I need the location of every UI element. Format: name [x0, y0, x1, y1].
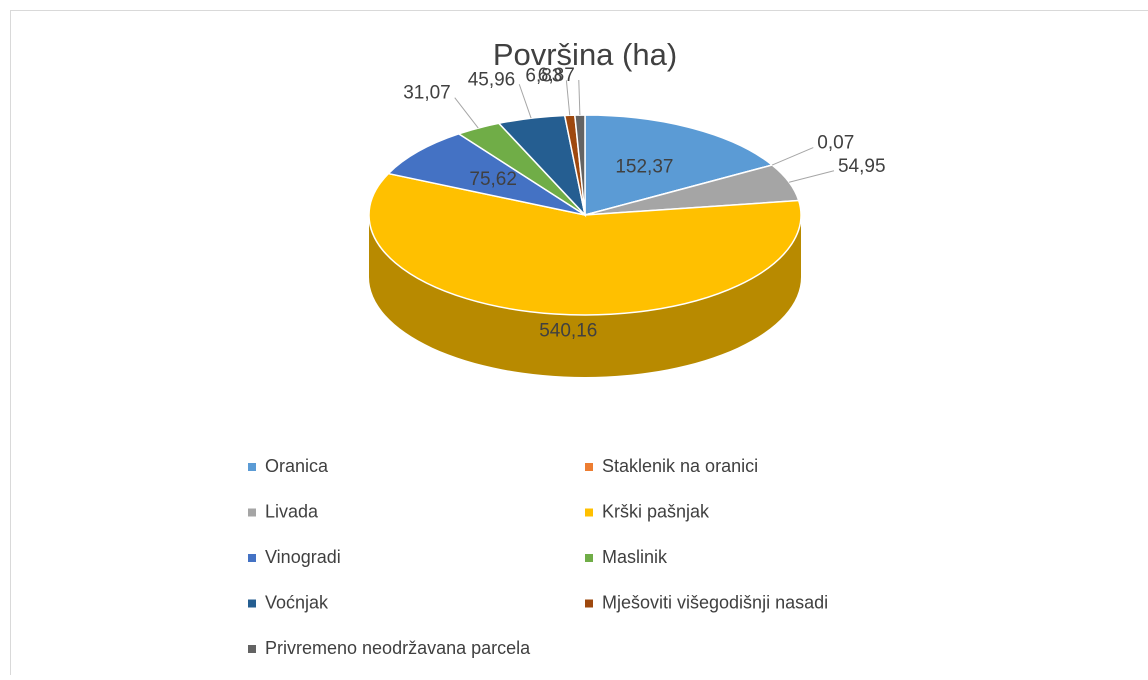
legend-swatch — [248, 463, 256, 471]
data-label: 152,37 — [615, 156, 673, 177]
legend-label: Oranica — [265, 456, 329, 476]
legend-label: Vinogradi — [265, 547, 341, 567]
data-label: 54,95 — [838, 156, 886, 177]
legend-label: Maslinik — [602, 547, 668, 567]
legend-swatch — [585, 509, 593, 517]
legend-label: Voćnjak — [265, 592, 329, 612]
data-label: 45,96 — [468, 69, 516, 90]
data-label: 6,87 — [538, 65, 575, 86]
legend-label: Livada — [265, 501, 319, 521]
legend-swatch — [585, 463, 593, 471]
data-label: 31,07 — [403, 83, 451, 104]
legend-label: Staklenik na oranici — [602, 456, 758, 476]
legend-swatch — [585, 554, 593, 562]
data-label: 0,07 — [817, 133, 854, 154]
legend-label: Privremeno neodržavana parcela — [265, 638, 531, 658]
legend-swatch — [248, 600, 256, 608]
legend-label: Krški pašnjak — [602, 501, 710, 521]
chart-title: Površina (ha) — [493, 37, 677, 72]
legend-label: Mješoviti višegodišnji nasadi — [602, 592, 828, 612]
legend-swatch — [248, 509, 256, 517]
legend-swatch — [248, 645, 256, 653]
legend-swatch — [248, 554, 256, 562]
data-label: 540,16 — [539, 320, 597, 341]
data-label: 75,62 — [469, 169, 517, 190]
legend-swatch — [585, 600, 593, 608]
